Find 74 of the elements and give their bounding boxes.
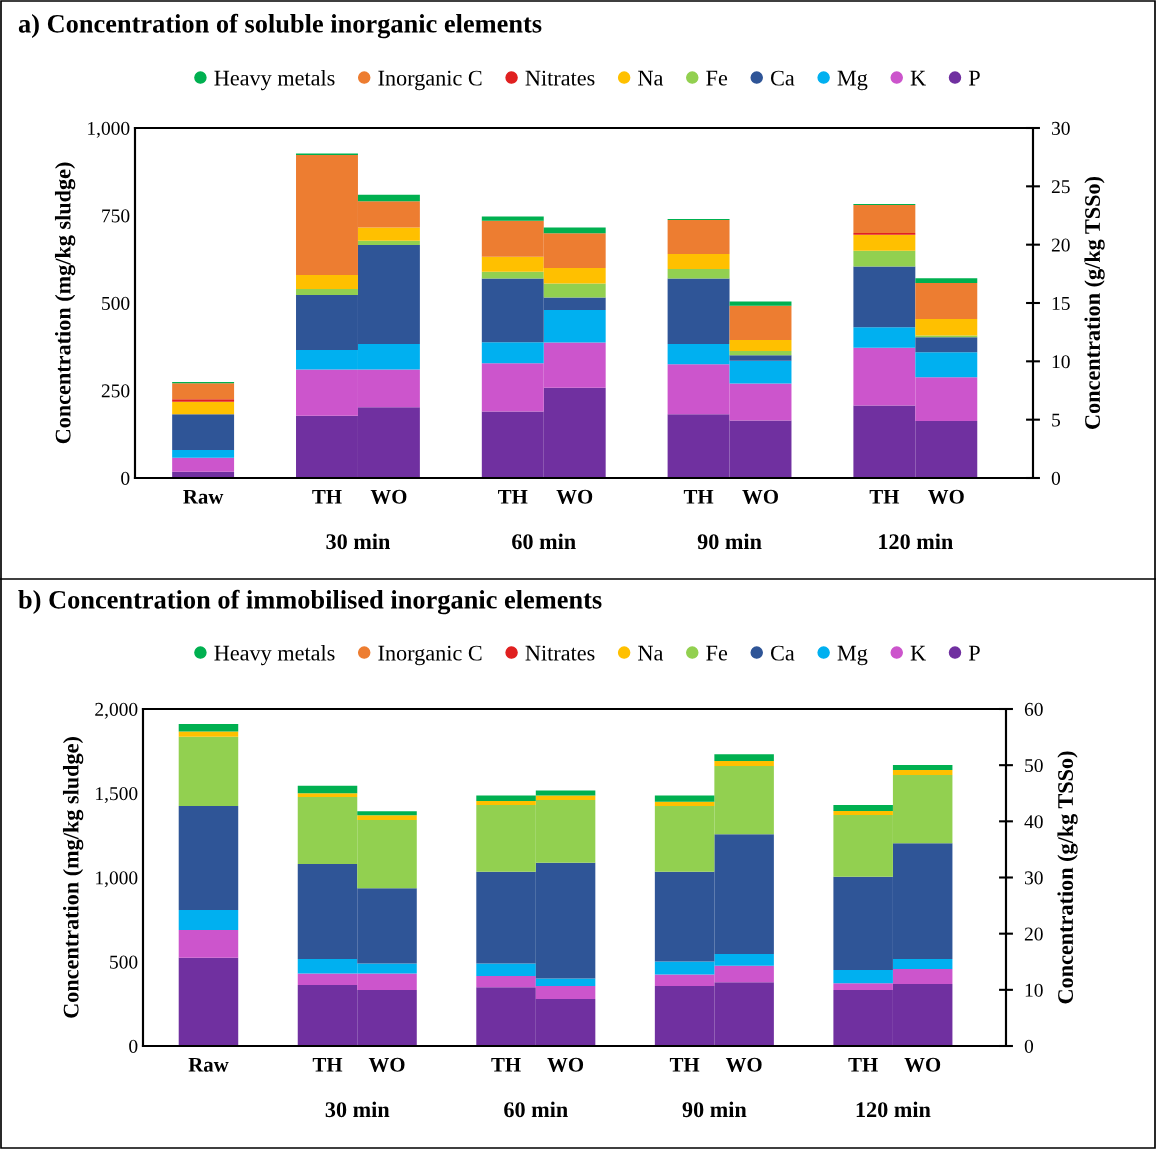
text: 60 min bbox=[512, 533, 576, 550]
x-tick-label: TH bbox=[669, 1057, 700, 1072]
text: 120 min bbox=[856, 1101, 931, 1118]
y2-tick-label: 10 bbox=[1025, 983, 1043, 997]
legend-label: Na bbox=[638, 70, 664, 86]
legend-label: Mg bbox=[837, 70, 868, 91]
y2-tick-label: 5 bbox=[1052, 413, 1061, 427]
x-tick-label: TH bbox=[312, 1057, 343, 1072]
y-tick-label: 1,000 bbox=[96, 871, 138, 888]
legend-label: P bbox=[968, 70, 980, 86]
y2-tick-label: 10 bbox=[1052, 355, 1070, 369]
legend-label: K bbox=[910, 645, 926, 661]
y-axis-title: Concentration (mg/kg sludge) bbox=[62, 737, 84, 1018]
legend-label: Ca bbox=[770, 70, 795, 86]
chart-title: a) Concentration of soluble inorganic elements bbox=[18, 13, 542, 39]
x-tick-label: TH bbox=[498, 489, 528, 504]
text: 90 min bbox=[682, 1101, 747, 1118]
legend-label: Fe bbox=[706, 645, 728, 661]
y2-tick-label: 40 bbox=[1024, 815, 1043, 829]
text: 30 min bbox=[325, 1101, 390, 1118]
x-tick-label: WO bbox=[547, 1057, 584, 1072]
y2-tick-label: 0 bbox=[1024, 1039, 1034, 1053]
y2-tick-label: 20 bbox=[1024, 927, 1043, 941]
legend-label: Inorganic C bbox=[378, 70, 482, 91]
x-tick-label: TH bbox=[312, 489, 342, 504]
y-axis-title: Concentration (mg/kg sludge) bbox=[54, 162, 76, 444]
x-tick-label: WO bbox=[742, 489, 779, 504]
x-tick-label: TH bbox=[848, 1057, 878, 1072]
x-tick-label: TH bbox=[869, 489, 900, 504]
x-tick-label: TH bbox=[683, 489, 714, 504]
legend-label: Heavy metals bbox=[214, 644, 335, 666]
y2-tick-label: 25 bbox=[1051, 180, 1070, 194]
chart-title: b) Concentration of immobilised inorganic elements bbox=[18, 589, 602, 615]
x-tick-label: WO bbox=[370, 489, 407, 504]
y2-tick-label: 60 bbox=[1024, 702, 1043, 716]
legend-label: Mg bbox=[837, 645, 868, 666]
y2-tick-label: 30 bbox=[1024, 871, 1043, 885]
legend-label: Heavy metals bbox=[214, 69, 335, 91]
text: 120 min bbox=[879, 533, 953, 550]
text: 30 min bbox=[326, 533, 391, 550]
y-tick-label: 500 bbox=[110, 955, 138, 969]
legend-label: Ca bbox=[770, 645, 795, 661]
y2-tick-label: 0 bbox=[1051, 471, 1061, 485]
legend-label: Na bbox=[638, 645, 664, 661]
y2-tick-label: 20 bbox=[1051, 238, 1070, 252]
y-tick-label: 750 bbox=[102, 209, 130, 223]
y2-axis-title: Concentration (g/kg TSSo) bbox=[1057, 751, 1078, 1004]
legend-label: Nitrates bbox=[525, 70, 595, 86]
y-tick-label: 500 bbox=[102, 296, 130, 310]
x-tick-label: Raw bbox=[183, 489, 224, 504]
legend-label: P bbox=[968, 645, 980, 661]
y-tick-label: 1,000 bbox=[88, 121, 130, 138]
y-tick-label: 1,500 bbox=[96, 787, 138, 803]
y2-tick-label: 50 bbox=[1025, 758, 1043, 773]
y-tick-label: 2,000 bbox=[95, 702, 138, 719]
x-tick-label: WO bbox=[928, 489, 964, 504]
y-tick-label: 250 bbox=[101, 384, 130, 398]
text: 90 min bbox=[697, 533, 762, 550]
y2-axis-title: Concentration (g/kg TSSo) bbox=[1084, 177, 1105, 429]
x-tick-label: WO bbox=[725, 1057, 762, 1072]
text: 60 min bbox=[504, 1101, 568, 1118]
x-tick-label: WO bbox=[904, 1057, 941, 1072]
x-tick-label: WO bbox=[556, 489, 593, 504]
y-tick-label: 0 bbox=[121, 471, 130, 485]
y2-tick-label: 15 bbox=[1052, 296, 1070, 310]
legend-label: Nitrates bbox=[525, 645, 595, 661]
legend-label: K bbox=[910, 70, 926, 86]
y2-tick-label: 30 bbox=[1051, 121, 1070, 135]
x-tick-label: Raw bbox=[188, 1057, 229, 1072]
x-tick-label: WO bbox=[368, 1057, 405, 1072]
legend-label: Inorganic C bbox=[378, 645, 482, 666]
y-tick-label: 0 bbox=[129, 1039, 138, 1053]
legend-label: Fe bbox=[706, 70, 728, 86]
x-tick-label: TH bbox=[491, 1057, 521, 1072]
